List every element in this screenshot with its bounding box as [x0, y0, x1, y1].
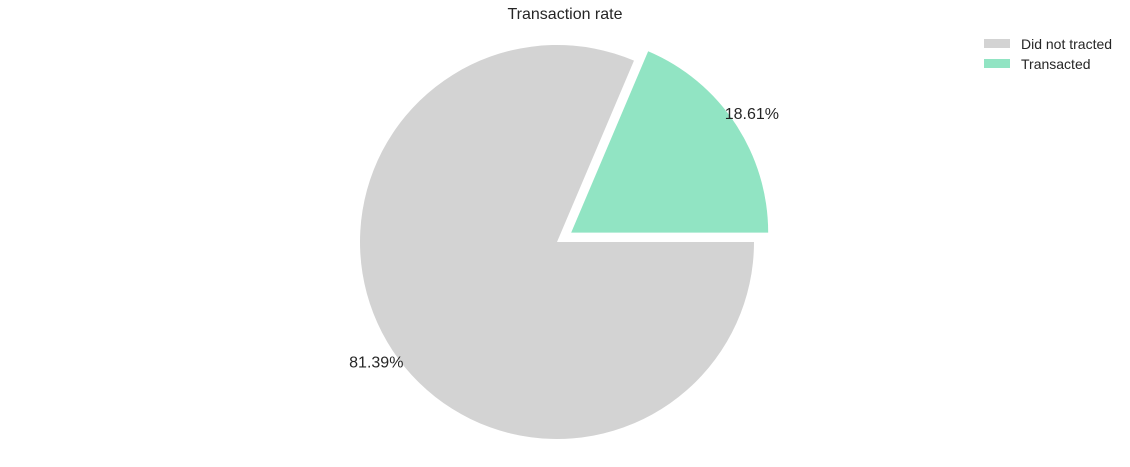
legend-label: Did not tracted	[1021, 36, 1112, 52]
slice-percentage-label: 81.39%	[349, 355, 403, 372]
legend: Did not tracted Transacted	[984, 36, 1112, 72]
legend-swatch	[984, 39, 1010, 48]
legend-swatch	[984, 59, 1010, 68]
pie-slice-1	[360, 44, 754, 440]
percentage-labels: 81.39% 18.61%	[349, 106, 779, 372]
pie-slices	[360, 44, 769, 440]
legend-label: Transacted	[1021, 56, 1091, 72]
slice-percentage-label: 18.61%	[725, 106, 779, 123]
chart-title: Transaction rate	[507, 6, 622, 23]
pie-slice-2	[571, 51, 769, 233]
